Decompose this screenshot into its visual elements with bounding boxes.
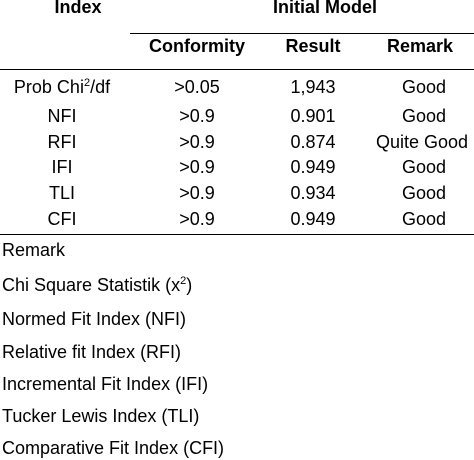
table-row-result: 0.901	[290, 106, 336, 126]
header-result: Result	[285, 36, 341, 56]
table-row-result: 0.874	[290, 132, 336, 152]
index-suffix: /df	[90, 77, 111, 97]
table-row-conformity: >0.9	[179, 106, 215, 126]
table-row-result: 0.949	[290, 209, 336, 229]
header-conformity: Conformity	[149, 36, 245, 56]
header-remark: Remark	[386, 36, 454, 56]
table-row-index: NFI	[47, 106, 77, 126]
note-chi-text: Chi Square Statistik (x	[2, 275, 181, 295]
table-row-result: 0.949	[290, 157, 336, 177]
note-chi-square: Chi Square Statistik (x2)	[2, 274, 192, 296]
table-row-conformity: >0.9	[179, 132, 215, 152]
table-row-remark: Quite Good	[376, 132, 469, 152]
note-chi-superscript: 2	[180, 275, 187, 287]
header-rule-top	[130, 33, 474, 34]
table-row-remark: Good	[401, 106, 447, 126]
table-row-remark: Good	[401, 77, 447, 97]
table-row-conformity: >0.9	[179, 183, 215, 203]
table-bottom-rule	[0, 234, 474, 235]
header-initial-model: Initial Model	[272, 0, 377, 17]
index-text: Prob Chi	[13, 77, 84, 97]
table-row-remark: Good	[401, 183, 447, 203]
note-chi-suffix: )	[186, 275, 193, 295]
note-item: Normed Fit Index (NFI)	[2, 309, 187, 329]
table-row-conformity: >0.9	[179, 209, 215, 229]
table-row-remark: Good	[401, 209, 447, 229]
table-row-result: 1,943	[290, 77, 336, 97]
table-row-index: RFI	[47, 132, 77, 152]
table-row-index: IFI	[51, 157, 73, 177]
note-item: Comparative Fit Index (CFI)	[2, 438, 225, 458]
table-row-index: TLI	[48, 183, 75, 203]
index-superscript: 2	[83, 77, 91, 89]
table-row-conformity: >0.9	[179, 157, 215, 177]
note-item: Relative fit Index (RFI)	[2, 342, 182, 362]
header-rule-bottom	[0, 69, 474, 70]
table-row-conformity: >0.05	[174, 77, 220, 97]
table-row-index: Prob Chi2/df	[0, 76, 124, 98]
note-item: Incremental Fit Index (IFI)	[2, 374, 209, 394]
header-index: Index	[54, 0, 102, 17]
note-item: Tucker Lewis Index (TLI)	[2, 406, 200, 426]
notes-title: Remark	[2, 240, 66, 260]
table-row-index: CFI	[47, 209, 77, 229]
table-row-remark: Good	[401, 157, 447, 177]
table-row-result: 0.934	[290, 183, 336, 203]
